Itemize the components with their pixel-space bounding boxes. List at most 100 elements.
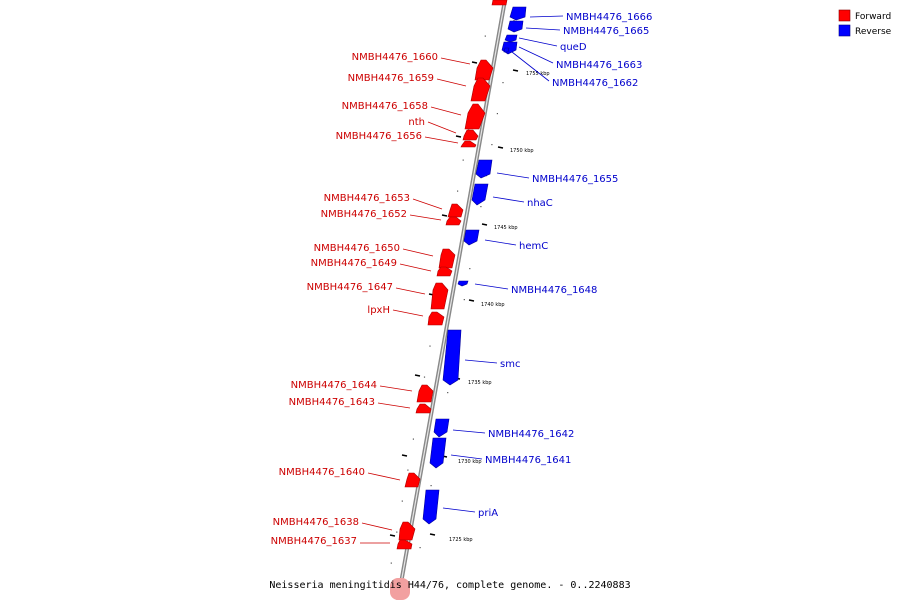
gene-label-NMBH4476_1662[interactable]: NMBH4476_1662 bbox=[552, 78, 638, 89]
gene-arrow-NMBH4476_1641[interactable] bbox=[429, 437, 447, 469]
leader-NMBH4476_1655 bbox=[496, 172, 530, 179]
gene-label-nhaC[interactable]: nhaC bbox=[527, 198, 553, 209]
gene-label-NMBH4476_1649[interactable]: NMBH4476_1649 bbox=[311, 258, 397, 269]
leader-NMBH4476_1663 bbox=[518, 46, 554, 64]
reverse-labels bbox=[442, 15, 564, 513]
gene-label-NMBH4476_1638[interactable]: NMBH4476_1638 bbox=[273, 517, 359, 528]
gene-arrow-nhaC[interactable] bbox=[471, 183, 489, 206]
gene-arrow-queD[interactable] bbox=[504, 34, 518, 43]
major-ticks: 1755 kbp 1750 kbp 1745 kbp 1740 kbp 1735… bbox=[389, 61, 550, 543]
minor-tick bbox=[407, 469, 409, 471]
gene-label-NMBH4476_1650[interactable]: NMBH4476_1650 bbox=[314, 243, 400, 254]
gene-arrow-NMBH4476_1644[interactable] bbox=[416, 384, 434, 403]
gene-arrow-NMBH4476_1653[interactable] bbox=[447, 203, 464, 218]
gene-label-NMBH4476_1640[interactable]: NMBH4476_1640 bbox=[279, 467, 365, 478]
minor-tick bbox=[419, 547, 421, 549]
gene-label-NMBH4476_1656[interactable]: NMBH4476_1656 bbox=[336, 131, 422, 142]
gene-arrow-NMBH4476_1659[interactable] bbox=[470, 77, 491, 102]
gene-label-smc[interactable]: smc bbox=[500, 359, 520, 370]
gene-arrow-NMBH4476_1660[interactable] bbox=[474, 59, 494, 81]
minor-tick bbox=[412, 438, 414, 440]
tick-label-1740: 1740 kbp bbox=[481, 302, 505, 308]
leader-priA bbox=[442, 507, 476, 513]
gene-arrow-smc[interactable] bbox=[442, 329, 462, 386]
gene-label-NMBH4476_1660[interactable]: NMBH4476_1660 bbox=[352, 52, 438, 63]
gene-arrow-NMBH4476_1662[interactable] bbox=[503, 47, 510, 53]
leader-NMBH4476_1659 bbox=[436, 78, 467, 87]
leader-nth bbox=[427, 121, 457, 134]
leader-NMBH4476_1643 bbox=[377, 402, 411, 409]
minor-tick bbox=[462, 159, 464, 161]
gene-label-NMBH4476_1637[interactable]: NMBH4476_1637 bbox=[271, 536, 357, 547]
gene-label-queD[interactable]: queD bbox=[560, 42, 587, 53]
gene-arrow-nth[interactable] bbox=[462, 129, 479, 141]
gene-label-NMBH4476_1643[interactable]: NMBH4476_1643 bbox=[289, 397, 375, 408]
gene-arrow-NMBH4476_1640[interactable] bbox=[404, 472, 421, 488]
gene-arrow-NMBH4476_1660[interactable] bbox=[491, 0, 508, 6]
leader-NMBH4476_1652 bbox=[409, 214, 442, 221]
tick-left-6 bbox=[401, 454, 408, 457]
gene-arrow-priA[interactable] bbox=[422, 489, 440, 525]
gene-label-NMBH4476_1647[interactable]: NMBH4476_1647 bbox=[307, 282, 393, 293]
leader-queD bbox=[518, 37, 558, 47]
gene-arrow-NMBH4476_1647[interactable] bbox=[430, 282, 449, 310]
gene-arrow-NMBH4476_1666[interactable] bbox=[509, 6, 527, 21]
gene-arrow-NMBH4476_1649[interactable] bbox=[436, 266, 453, 277]
gene-label-NMBH4476_1659[interactable]: NMBH4476_1659 bbox=[348, 73, 434, 84]
gene-label-NMBH4476_1666[interactable]: NMBH4476_1666 bbox=[566, 12, 652, 23]
tick-left-2 bbox=[455, 135, 462, 138]
minor-tick bbox=[469, 268, 471, 270]
gene-label-lpxH[interactable]: lpxH bbox=[367, 305, 390, 316]
gene-arrow-NMBH4476_1642[interactable] bbox=[433, 418, 450, 438]
gene-label-NMBH4476_1644[interactable]: NMBH4476_1644 bbox=[291, 380, 377, 391]
leader-NMBH4476_1658 bbox=[430, 106, 462, 116]
gene-label-NMBH4476_1642[interactable]: NMBH4476_1642 bbox=[488, 429, 574, 440]
gene-arrow-NMBH4476_1648[interactable] bbox=[457, 280, 469, 287]
gene-label-priA[interactable]: priA bbox=[478, 508, 498, 519]
gene-arrow-NMBH4476_1665[interactable] bbox=[507, 20, 524, 33]
gene-arrow-hemC[interactable] bbox=[463, 229, 480, 246]
gene-arrow-NMBH4476_1643[interactable] bbox=[415, 403, 432, 414]
legend-reverse-label: Reverse bbox=[855, 27, 892, 37]
gene-arrow-NMBH4476_1638[interactable] bbox=[398, 521, 416, 541]
gene-label-NMBH4476_1641[interactable]: NMBH4476_1641 bbox=[485, 455, 571, 466]
leader-NMBH4476_1638 bbox=[361, 522, 393, 531]
gene-label-NMBH4476_1652[interactable]: NMBH4476_1652 bbox=[321, 209, 407, 220]
genome-backbone-highlight bbox=[397, 0, 506, 600]
gene-arrow-NMBH4476_1655[interactable] bbox=[475, 159, 493, 179]
gene-label-NMBH4476_1648[interactable]: NMBH4476_1648 bbox=[511, 285, 597, 296]
reverse-label-texts: NMBH4476_1666 NMBH4476_1665 queD NMBH447… bbox=[478, 12, 652, 519]
tick-label-1745: 1745 kbp bbox=[494, 225, 518, 231]
leader-NMBH4476_1666 bbox=[529, 15, 564, 18]
gene-label-NMBH4476_1655[interactable]: NMBH4476_1655 bbox=[532, 174, 618, 185]
legend-reverse-swatch bbox=[838, 24, 851, 37]
gene-label-hemC[interactable]: hemC bbox=[519, 241, 548, 252]
leader-hemC bbox=[484, 239, 517, 246]
gene-arrow-NMBH4476_1656[interactable] bbox=[460, 140, 477, 148]
legend-forward-label: Forward bbox=[855, 12, 891, 22]
minor-tick bbox=[390, 562, 392, 564]
gene-arrow-lpxH[interactable] bbox=[427, 311, 445, 326]
minor-tick bbox=[396, 531, 398, 533]
tick-label-1750: 1750 kbp bbox=[510, 148, 534, 154]
tick-left-1 bbox=[471, 61, 478, 64]
gene-arrow-NMBH4476_1637[interactable] bbox=[396, 539, 413, 550]
minor-tick bbox=[491, 144, 493, 146]
gene-label-NMBH4476_1653[interactable]: NMBH4476_1653 bbox=[324, 193, 410, 204]
gene-label-NMBH4476_1663[interactable]: NMBH4476_1663 bbox=[556, 60, 642, 71]
minor-tick bbox=[502, 82, 504, 84]
backbone-end-marker bbox=[390, 578, 410, 600]
minor-tick bbox=[430, 485, 432, 487]
gene-arrow-NMBH4476_1650[interactable] bbox=[438, 248, 456, 269]
tick-left-5 bbox=[414, 374, 421, 377]
gene-arrow-NMBH4476_1658[interactable] bbox=[464, 103, 486, 130]
forward-genes bbox=[396, 0, 508, 550]
gene-label-NMBH4476_1658[interactable]: NMBH4476_1658 bbox=[342, 101, 428, 112]
leader-NMBH4476_1647 bbox=[395, 287, 426, 295]
leader-NMBH4476_1642 bbox=[452, 429, 486, 434]
gene-label-NMBH4476_1665[interactable]: NMBH4476_1665 bbox=[563, 26, 649, 37]
gene-arrow-NMBH4476_1652[interactable] bbox=[445, 216, 462, 226]
gene-label-nth[interactable]: nth bbox=[408, 117, 425, 128]
tick-label-1725: 1725 kbp bbox=[449, 537, 473, 543]
